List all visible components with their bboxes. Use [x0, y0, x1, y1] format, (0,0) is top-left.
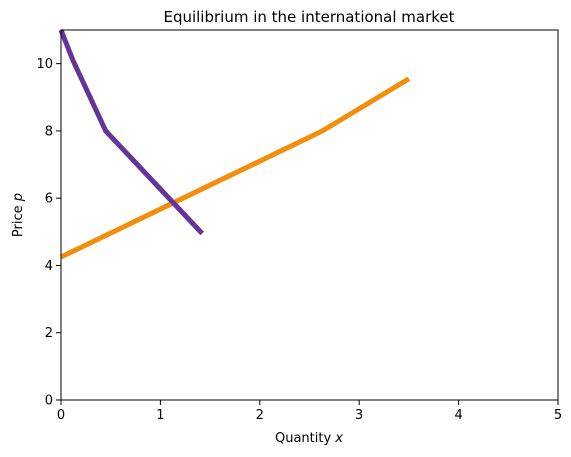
x-tick-label: 5 — [554, 408, 562, 423]
series-line-2 — [58, 29, 204, 236]
y-axis-title: Price p — [11, 193, 26, 237]
x-axis-title: Quantity x — [275, 431, 343, 446]
chart-title: Equilibrium in the international market — [163, 8, 454, 26]
y-tick-label: 10 — [36, 57, 53, 72]
x-tick-label: 0 — [57, 408, 65, 423]
y-axis-variable: p — [11, 193, 26, 202]
x-axis: 0 1 2 3 4 5 — [57, 400, 562, 423]
series-layer — [58, 29, 411, 260]
plot-frame — [60, 29, 559, 401]
y-tick-label: 0 — [45, 394, 53, 409]
y-tick-label: 8 — [45, 124, 53, 139]
x-tick-label: 2 — [256, 408, 264, 423]
plot-area — [58, 29, 559, 401]
y-axis: 0 2 4 6 8 10 — [36, 57, 61, 409]
x-tick-label: 1 — [156, 408, 164, 423]
x-axis-variable: x — [334, 431, 343, 446]
y-tick-label: 6 — [45, 192, 53, 207]
plot-background — [61, 30, 558, 400]
y-tick-label: 2 — [45, 326, 53, 341]
y-tick-label: 4 — [45, 259, 53, 274]
x-tick-label: 4 — [454, 408, 462, 423]
series-line-1 — [59, 76, 411, 260]
x-tick-label: 3 — [355, 408, 363, 423]
